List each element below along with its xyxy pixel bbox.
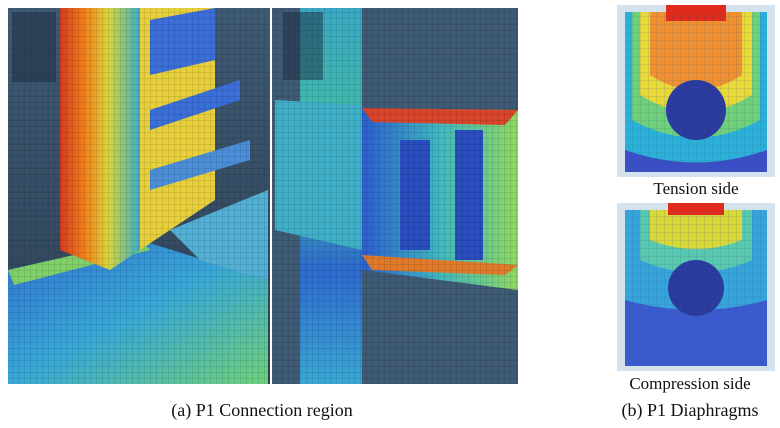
diaphragm-compression <box>617 203 775 371</box>
caption: (b) P1 Diaphragms <box>622 400 759 421</box>
figure: Tension side Compression side (a) P1 Con… <box>0 0 780 428</box>
diaphragm-label: Tension side <box>653 179 738 198</box>
diaphragm-tension <box>617 5 775 177</box>
caption: (a) P1 Connection region <box>171 400 352 421</box>
fe-image-left <box>8 8 270 384</box>
fe-image-right <box>272 8 518 384</box>
diaphragm-label: Compression side <box>629 374 750 393</box>
